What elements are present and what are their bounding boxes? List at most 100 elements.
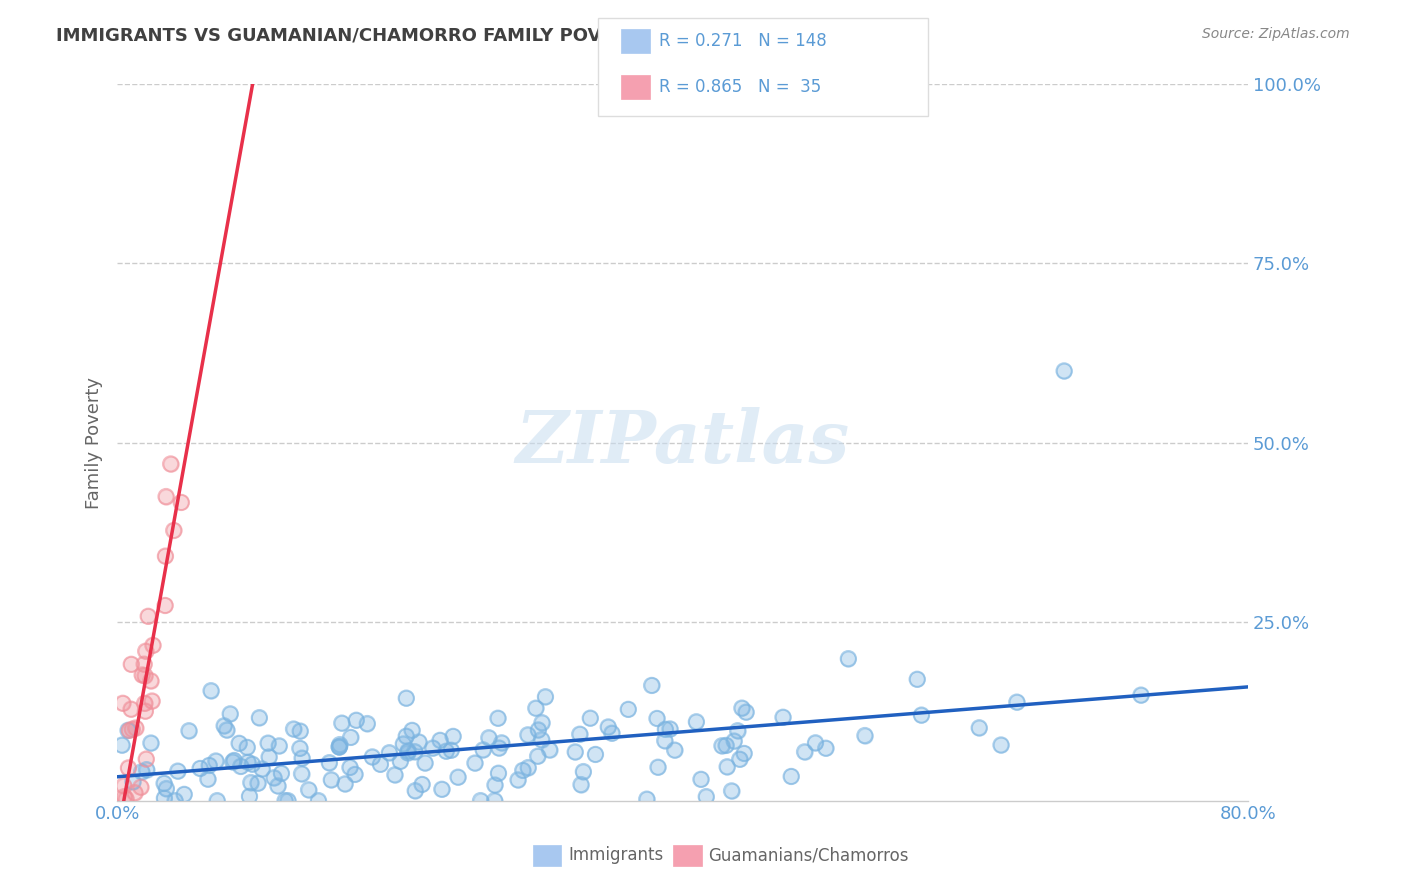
- Point: [804, 736, 827, 750]
- Point: [283, 722, 305, 736]
- Point: [111, 830, 134, 844]
- Point: [117, 761, 139, 775]
- Point: [219, 706, 242, 721]
- Point: [269, 739, 291, 753]
- Point: [491, 736, 513, 750]
- Point: [735, 705, 758, 719]
- Point: [111, 738, 134, 752]
- Point: [395, 691, 418, 706]
- Point: [585, 747, 607, 762]
- Point: [205, 794, 228, 808]
- Point: [297, 782, 319, 797]
- Point: [177, 723, 200, 738]
- Point: [122, 774, 145, 789]
- Point: [124, 721, 146, 735]
- Point: [170, 495, 193, 509]
- Point: [204, 754, 226, 768]
- Point: [288, 741, 311, 756]
- Point: [135, 644, 157, 658]
- Point: [728, 752, 751, 766]
- Point: [122, 774, 145, 789]
- Point: [488, 766, 510, 780]
- Point: [215, 723, 238, 737]
- Point: [239, 775, 262, 789]
- Point: [118, 723, 141, 738]
- Point: [733, 747, 755, 761]
- Point: [645, 711, 668, 725]
- Point: [392, 737, 415, 751]
- Point: [654, 733, 676, 747]
- Point: [257, 750, 280, 764]
- Point: [727, 723, 749, 738]
- Point: [134, 704, 156, 718]
- Point: [274, 794, 297, 808]
- Point: [470, 794, 492, 808]
- Point: [695, 789, 717, 804]
- Point: [222, 754, 245, 768]
- Point: [530, 715, 553, 730]
- Point: [447, 770, 470, 784]
- Point: [723, 734, 745, 748]
- Point: [166, 764, 188, 778]
- Point: [131, 668, 153, 682]
- Point: [229, 759, 252, 773]
- Point: [188, 762, 211, 776]
- Point: [222, 754, 245, 768]
- Point: [120, 657, 142, 672]
- Point: [250, 762, 273, 776]
- Point: [389, 755, 412, 769]
- Point: [396, 744, 419, 758]
- Point: [131, 668, 153, 682]
- Point: [572, 764, 595, 779]
- Point: [344, 713, 367, 727]
- Point: [967, 721, 990, 735]
- Point: [384, 768, 406, 782]
- Point: [283, 722, 305, 736]
- Point: [257, 736, 280, 750]
- Point: [153, 776, 176, 790]
- Point: [378, 746, 401, 760]
- Point: [246, 776, 269, 790]
- Point: [356, 716, 378, 731]
- Point: [117, 761, 139, 775]
- Point: [401, 723, 423, 738]
- Point: [112, 779, 135, 793]
- Point: [484, 778, 506, 792]
- Point: [404, 783, 426, 797]
- Point: [659, 722, 682, 736]
- Point: [378, 746, 401, 760]
- Point: [290, 766, 312, 780]
- Point: [470, 794, 492, 808]
- Point: [430, 782, 453, 797]
- Point: [464, 756, 486, 770]
- Point: [339, 731, 361, 745]
- Point: [122, 830, 145, 844]
- Point: [780, 769, 803, 783]
- Point: [524, 701, 547, 715]
- Point: [910, 708, 932, 723]
- Point: [720, 784, 742, 798]
- Point: [413, 756, 436, 770]
- Point: [690, 772, 713, 787]
- Point: [484, 794, 506, 808]
- Point: [112, 789, 135, 804]
- Point: [478, 731, 501, 745]
- Point: [108, 811, 131, 825]
- Point: [124, 721, 146, 735]
- Point: [115, 791, 138, 805]
- Point: [124, 786, 146, 800]
- Point: [434, 744, 457, 758]
- Point: [166, 764, 188, 778]
- Point: [780, 769, 803, 783]
- Point: [111, 830, 134, 844]
- Point: [308, 794, 330, 808]
- Point: [568, 727, 591, 741]
- Point: [370, 757, 392, 772]
- Point: [478, 731, 501, 745]
- Point: [579, 711, 602, 725]
- Point: [636, 792, 658, 806]
- Point: [569, 778, 592, 792]
- Point: [153, 791, 176, 805]
- Point: [111, 738, 134, 752]
- Point: [165, 794, 187, 808]
